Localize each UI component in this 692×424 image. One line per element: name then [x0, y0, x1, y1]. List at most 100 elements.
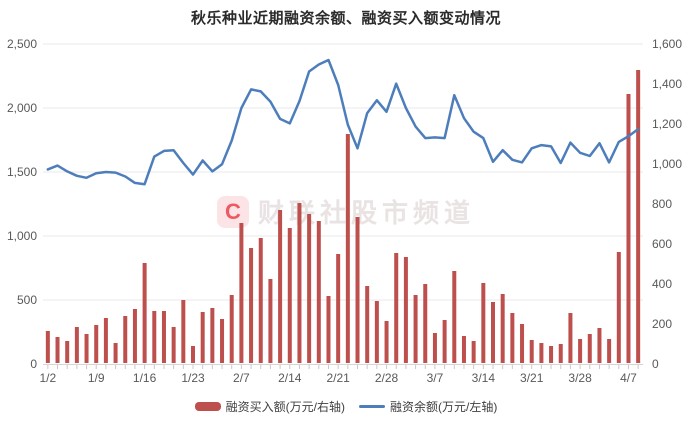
bar-financing-buy — [616, 252, 621, 363]
x-axis-tick-label: 2/14 — [278, 371, 302, 385]
left-axis-tick-label: 2,000 — [7, 101, 37, 115]
left-axis-tick-label: 500 — [17, 293, 37, 307]
x-axis-tick-label: 3/21 — [520, 371, 544, 385]
x-axis-tick-label: 1/9 — [88, 371, 105, 385]
legend-label-financing-buy: 融资买入额(万元/右轴) — [225, 400, 345, 414]
bar-financing-buy — [55, 337, 60, 363]
line-series-swatch — [359, 405, 385, 408]
x-axis-tick-label: 2/7 — [233, 371, 250, 385]
right-axis-tick-label: 1,000 — [652, 157, 682, 171]
line-financing-balance — [46, 58, 640, 186]
bar-financing-buy — [94, 325, 99, 363]
bar-financing-buy — [626, 94, 631, 363]
bar-financing-buy — [278, 210, 283, 363]
right-axis-tick-label: 800 — [652, 197, 672, 211]
bar-financing-buy — [568, 313, 573, 363]
x-axis-tick-label: 3/28 — [568, 371, 592, 385]
bar-financing-buy — [510, 313, 515, 363]
x-axis-tick-label: 4/7 — [620, 371, 637, 385]
bar-financing-buy — [220, 319, 225, 363]
bar-financing-buy — [587, 334, 592, 363]
right-axis-tick-label: 400 — [652, 277, 672, 291]
bar-financing-buy — [171, 327, 176, 363]
bar-financing-buy — [355, 217, 360, 363]
bar-financing-buy — [210, 308, 215, 363]
bar-financing-buy — [103, 318, 108, 363]
right-axis-tick-label: 600 — [652, 237, 672, 251]
bar-financing-buy — [481, 283, 486, 363]
legend-label-financing-balance: 融资余额(万元/左轴) — [390, 400, 498, 414]
bar-financing-buy — [84, 334, 89, 363]
right-axis-tick-label: 0 — [652, 357, 659, 371]
bar-financing-buy — [191, 346, 195, 363]
bar-financing-buy — [597, 328, 602, 363]
bar-financing-buy — [297, 203, 302, 363]
bar-financing-buy — [161, 311, 166, 363]
x-axis-tick-label: 2/28 — [375, 371, 399, 385]
bar-financing-buy — [413, 295, 418, 363]
x-axis-tick-label: 3/14 — [472, 371, 496, 385]
bar-financing-buy — [500, 294, 505, 363]
legend-item-financing-buy: 融资买入额(万元/右轴) — [194, 398, 345, 415]
bar-financing-buy — [520, 324, 525, 363]
bar-financing-buy — [132, 309, 137, 363]
bar-financing-buy — [268, 279, 273, 363]
legend: 融资买入额(万元/右轴) 融资余额(万元/左轴) — [0, 398, 692, 415]
bar-financing-buy — [345, 134, 350, 363]
right-axis-tick-label: 200 — [652, 317, 672, 331]
right-axis-tick-label: 1,200 — [652, 117, 682, 131]
x-axis-tick-label: 2/21 — [326, 371, 350, 385]
bar-financing-buy — [403, 257, 408, 363]
bar-financing-buy — [394, 253, 399, 363]
x-axis-tick-label: 1/16 — [133, 371, 157, 385]
bar-financing-buy — [152, 311, 157, 363]
bar-financing-buy — [374, 301, 379, 363]
bar-financing-buy — [200, 312, 205, 363]
bar-financing-buy — [539, 343, 544, 363]
x-axis-tick-label: 3/7 — [427, 371, 444, 385]
chart-title: 秋乐种业近期融资余额、融资买入额变动情况 — [190, 10, 501, 27]
bar-financing-buy — [316, 221, 321, 363]
bar-financing-buy — [229, 295, 234, 363]
bar-financing-buy — [452, 271, 457, 363]
bar-financing-buy — [365, 286, 370, 363]
bar-financing-buy — [336, 254, 341, 363]
bar-financing-buy — [142, 263, 147, 363]
bar-financing-buy — [442, 320, 447, 363]
bar-financing-buy — [636, 70, 641, 363]
bar-financing-buy — [74, 327, 79, 363]
bar-financing-buy — [249, 248, 254, 363]
bar-financing-buy — [471, 341, 476, 363]
bar-financing-buy — [558, 344, 563, 363]
bar-financing-buy — [432, 333, 437, 363]
bar-financing-buy — [181, 300, 186, 363]
left-axis-tick-label: 0 — [30, 357, 37, 371]
left-axis-tick-label: 2,500 — [7, 37, 37, 51]
bar-financing-buy — [258, 238, 263, 363]
left-axis-tick-label: 1,000 — [7, 229, 37, 243]
bar-financing-buy — [65, 341, 70, 363]
bar-financing-buy — [307, 214, 312, 363]
bar-financing-buy — [45, 331, 50, 363]
x-axis-tick-label: 1/23 — [181, 371, 205, 385]
bar-financing-buy — [607, 339, 612, 363]
bar-financing-buy — [123, 316, 128, 363]
bar-financing-buy — [326, 296, 331, 363]
bar-financing-buy — [423, 284, 428, 363]
x-axis-tick-label: 1/2 — [39, 371, 56, 385]
bar-financing-buy — [113, 343, 118, 363]
bar-financing-buy — [287, 228, 292, 363]
bar-financing-buy — [384, 321, 389, 363]
bar-financing-buy — [578, 339, 583, 363]
right-axis-tick-label: 1,600 — [652, 37, 682, 51]
right-axis-tick-label: 1,400 — [652, 77, 682, 91]
bar-financing-buy — [549, 346, 554, 363]
bar-financing-buy — [239, 223, 244, 363]
left-axis-tick-label: 1,500 — [7, 165, 37, 179]
bar-financing-buy — [529, 340, 534, 363]
bar-financing-buy — [491, 302, 495, 363]
bar-series-swatch — [194, 402, 221, 411]
bar-financing-buy — [461, 336, 466, 363]
